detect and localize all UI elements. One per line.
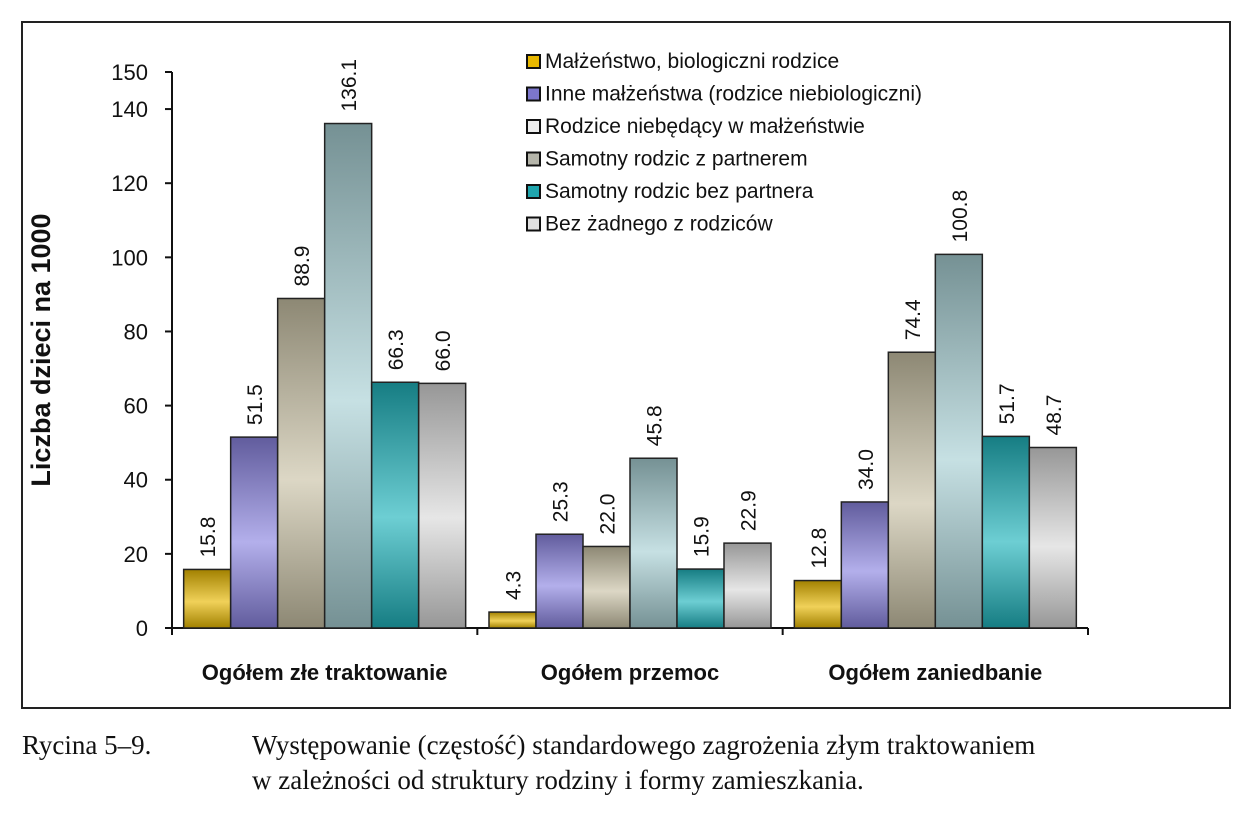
legend-entry: Małżeństwo, biologiczni rodzice — [545, 50, 839, 73]
data-label: 22.0 — [597, 494, 620, 535]
bar — [676, 568, 725, 629]
data-label: 25.3 — [550, 481, 573, 522]
data-label: 51.5 — [244, 384, 267, 425]
bar — [887, 351, 937, 629]
bar — [417, 382, 467, 629]
y-tick-label: 40 — [124, 468, 148, 493]
legend-swatch — [526, 54, 541, 69]
legend-swatch — [526, 151, 541, 167]
y-tick-label: 0 — [136, 616, 148, 641]
y-tick-label: 100 — [111, 245, 148, 270]
legend-swatch — [526, 184, 541, 199]
data-label: 51.7 — [996, 383, 1019, 424]
legend-swatch — [526, 119, 541, 134]
bar — [793, 579, 843, 629]
data-label: 74.4 — [902, 299, 925, 340]
data-label: 48.7 — [1043, 395, 1066, 436]
y-tick-label: 20 — [124, 542, 148, 567]
data-label: 136.1 — [338, 59, 361, 112]
bar — [629, 457, 678, 629]
data-label: 34.0 — [855, 449, 878, 490]
bar — [934, 253, 984, 629]
legend-entry: Rodzice niebędący w małżeństwie — [545, 115, 865, 138]
legend-entry: Samotny rodzic z partnerem — [545, 148, 808, 171]
legend-swatch — [526, 216, 541, 232]
bar — [840, 501, 890, 629]
data-label: 15.9 — [691, 516, 714, 557]
y-tick-label: 60 — [124, 394, 148, 419]
data-label: 12.8 — [808, 528, 831, 569]
data-label: 4.3 — [503, 571, 526, 600]
bar — [323, 122, 373, 629]
data-label: 66.0 — [432, 330, 455, 371]
bar — [535, 533, 584, 629]
bar-chart: 0 20 40 60 80 100 120 140 150 Ogółem złe traktowa… — [21, 21, 1231, 709]
y-tick-label: 80 — [124, 319, 148, 344]
legend-swatch — [526, 86, 541, 102]
data-label: 66.3 — [385, 329, 408, 370]
figure-label: Rycina 5–9. — [22, 730, 152, 760]
caption-line-1: Występowanie (częstość) standardowego za… — [252, 730, 1036, 760]
category-label: Ogółem przemoc — [541, 660, 719, 685]
bar — [488, 611, 537, 629]
legend-entry: Bez żadnego z rodziców — [545, 213, 773, 236]
data-label: 15.8 — [197, 517, 220, 558]
legend-entry: Samotny rodzic bez partnera — [545, 180, 814, 203]
bar — [981, 435, 1031, 629]
category-label: Ogółem złe traktowanie — [202, 660, 448, 685]
bar — [1028, 446, 1078, 629]
data-label: 45.8 — [644, 405, 667, 446]
y-tick-label: 140 — [111, 97, 148, 122]
bar — [182, 568, 232, 629]
y-axis-label: Liczba dzieci na 1000 — [26, 213, 56, 486]
bar — [229, 436, 279, 629]
y-tick-label: 120 — [111, 171, 148, 196]
data-label: 22.9 — [738, 490, 761, 531]
bar — [276, 297, 326, 629]
bar — [582, 545, 631, 629]
data-label: 100.8 — [949, 190, 972, 243]
y-tick-label: 150 — [111, 60, 148, 85]
data-label: 88.9 — [291, 246, 314, 287]
category-label: Ogółem zaniedbanie — [828, 660, 1042, 685]
bar — [370, 381, 420, 629]
bar — [723, 542, 772, 629]
legend-entry: Inne małżeństwa (rodzice niebiologiczni) — [545, 83, 922, 106]
caption-line-2: w zależności od struktury rodziny i form… — [252, 765, 864, 795]
